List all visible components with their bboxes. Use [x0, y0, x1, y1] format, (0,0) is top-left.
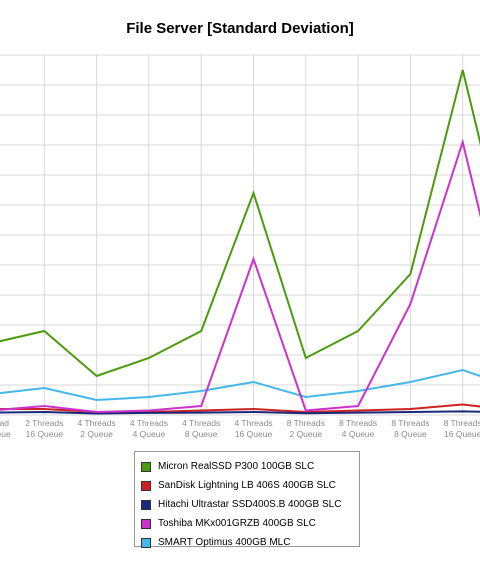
x-tick-label: 4 Threads 8 Queue	[182, 418, 220, 439]
legend-item[interactable]: SMART Optimus 400GB MLC	[141, 533, 359, 552]
legend-item[interactable]: Micron RealSSD P300 100GB SLC	[141, 457, 359, 476]
legend-item[interactable]: Toshiba MKx001GRZB 400GB SLC	[141, 514, 359, 533]
series-line-0	[0, 69, 480, 378]
chart-legend: Micron RealSSD P300 100GB SLC SanDisk Lig…	[134, 451, 360, 548]
legend-item[interactable]: Hitachi Ultrastar SSD400S.B 400GB SLC	[141, 495, 359, 514]
series-line-2	[0, 410, 480, 415]
x-tick-label: 2 Threads 16 Queue	[25, 418, 63, 439]
legend-swatch	[141, 461, 151, 472]
x-tick-label: 4 Threads 2 Queue	[78, 418, 116, 439]
grid-lines	[0, 54, 480, 416]
series-lines	[0, 69, 480, 415]
legend-label: Micron RealSSD P300 100GB SLC	[158, 461, 315, 472]
series-line-3	[0, 138, 480, 414]
legend-swatch	[141, 518, 151, 529]
legend-swatch	[141, 480, 151, 491]
x-tick-label: 8 Threads 16 Queue	[444, 418, 480, 439]
legend-label: Toshiba MKx001GRZB 400GB SLC	[158, 518, 316, 529]
chart-title: File Server [Standard Deviation]	[126, 20, 354, 37]
legend-item[interactable]: SanDisk Lightning LB 406S 400GB SLC	[141, 476, 359, 495]
x-tick-label: 8 Threads 4 Queue	[339, 418, 377, 439]
x-tick-label: 4 Threads 16 Queue	[234, 418, 272, 439]
legend-swatch	[141, 537, 151, 548]
legend-label: Hitachi Ultrastar SSD400S.B 400GB SLC	[158, 499, 342, 510]
x-tick-label: 8 Threads 2 Queue	[287, 418, 325, 439]
series-line-4	[0, 368, 480, 402]
legend-label: SMART Optimus 400GB MLC	[158, 537, 291, 548]
x-tick-label: 8 Threads 8 Queue	[391, 418, 429, 439]
x-tick-label: 4 Threads 4 Queue	[130, 418, 168, 439]
x-tick-label: 1 Thread16 Queue	[0, 418, 11, 439]
legend-label: SanDisk Lightning LB 406S 400GB SLC	[158, 480, 336, 491]
legend-swatch	[141, 499, 151, 510]
